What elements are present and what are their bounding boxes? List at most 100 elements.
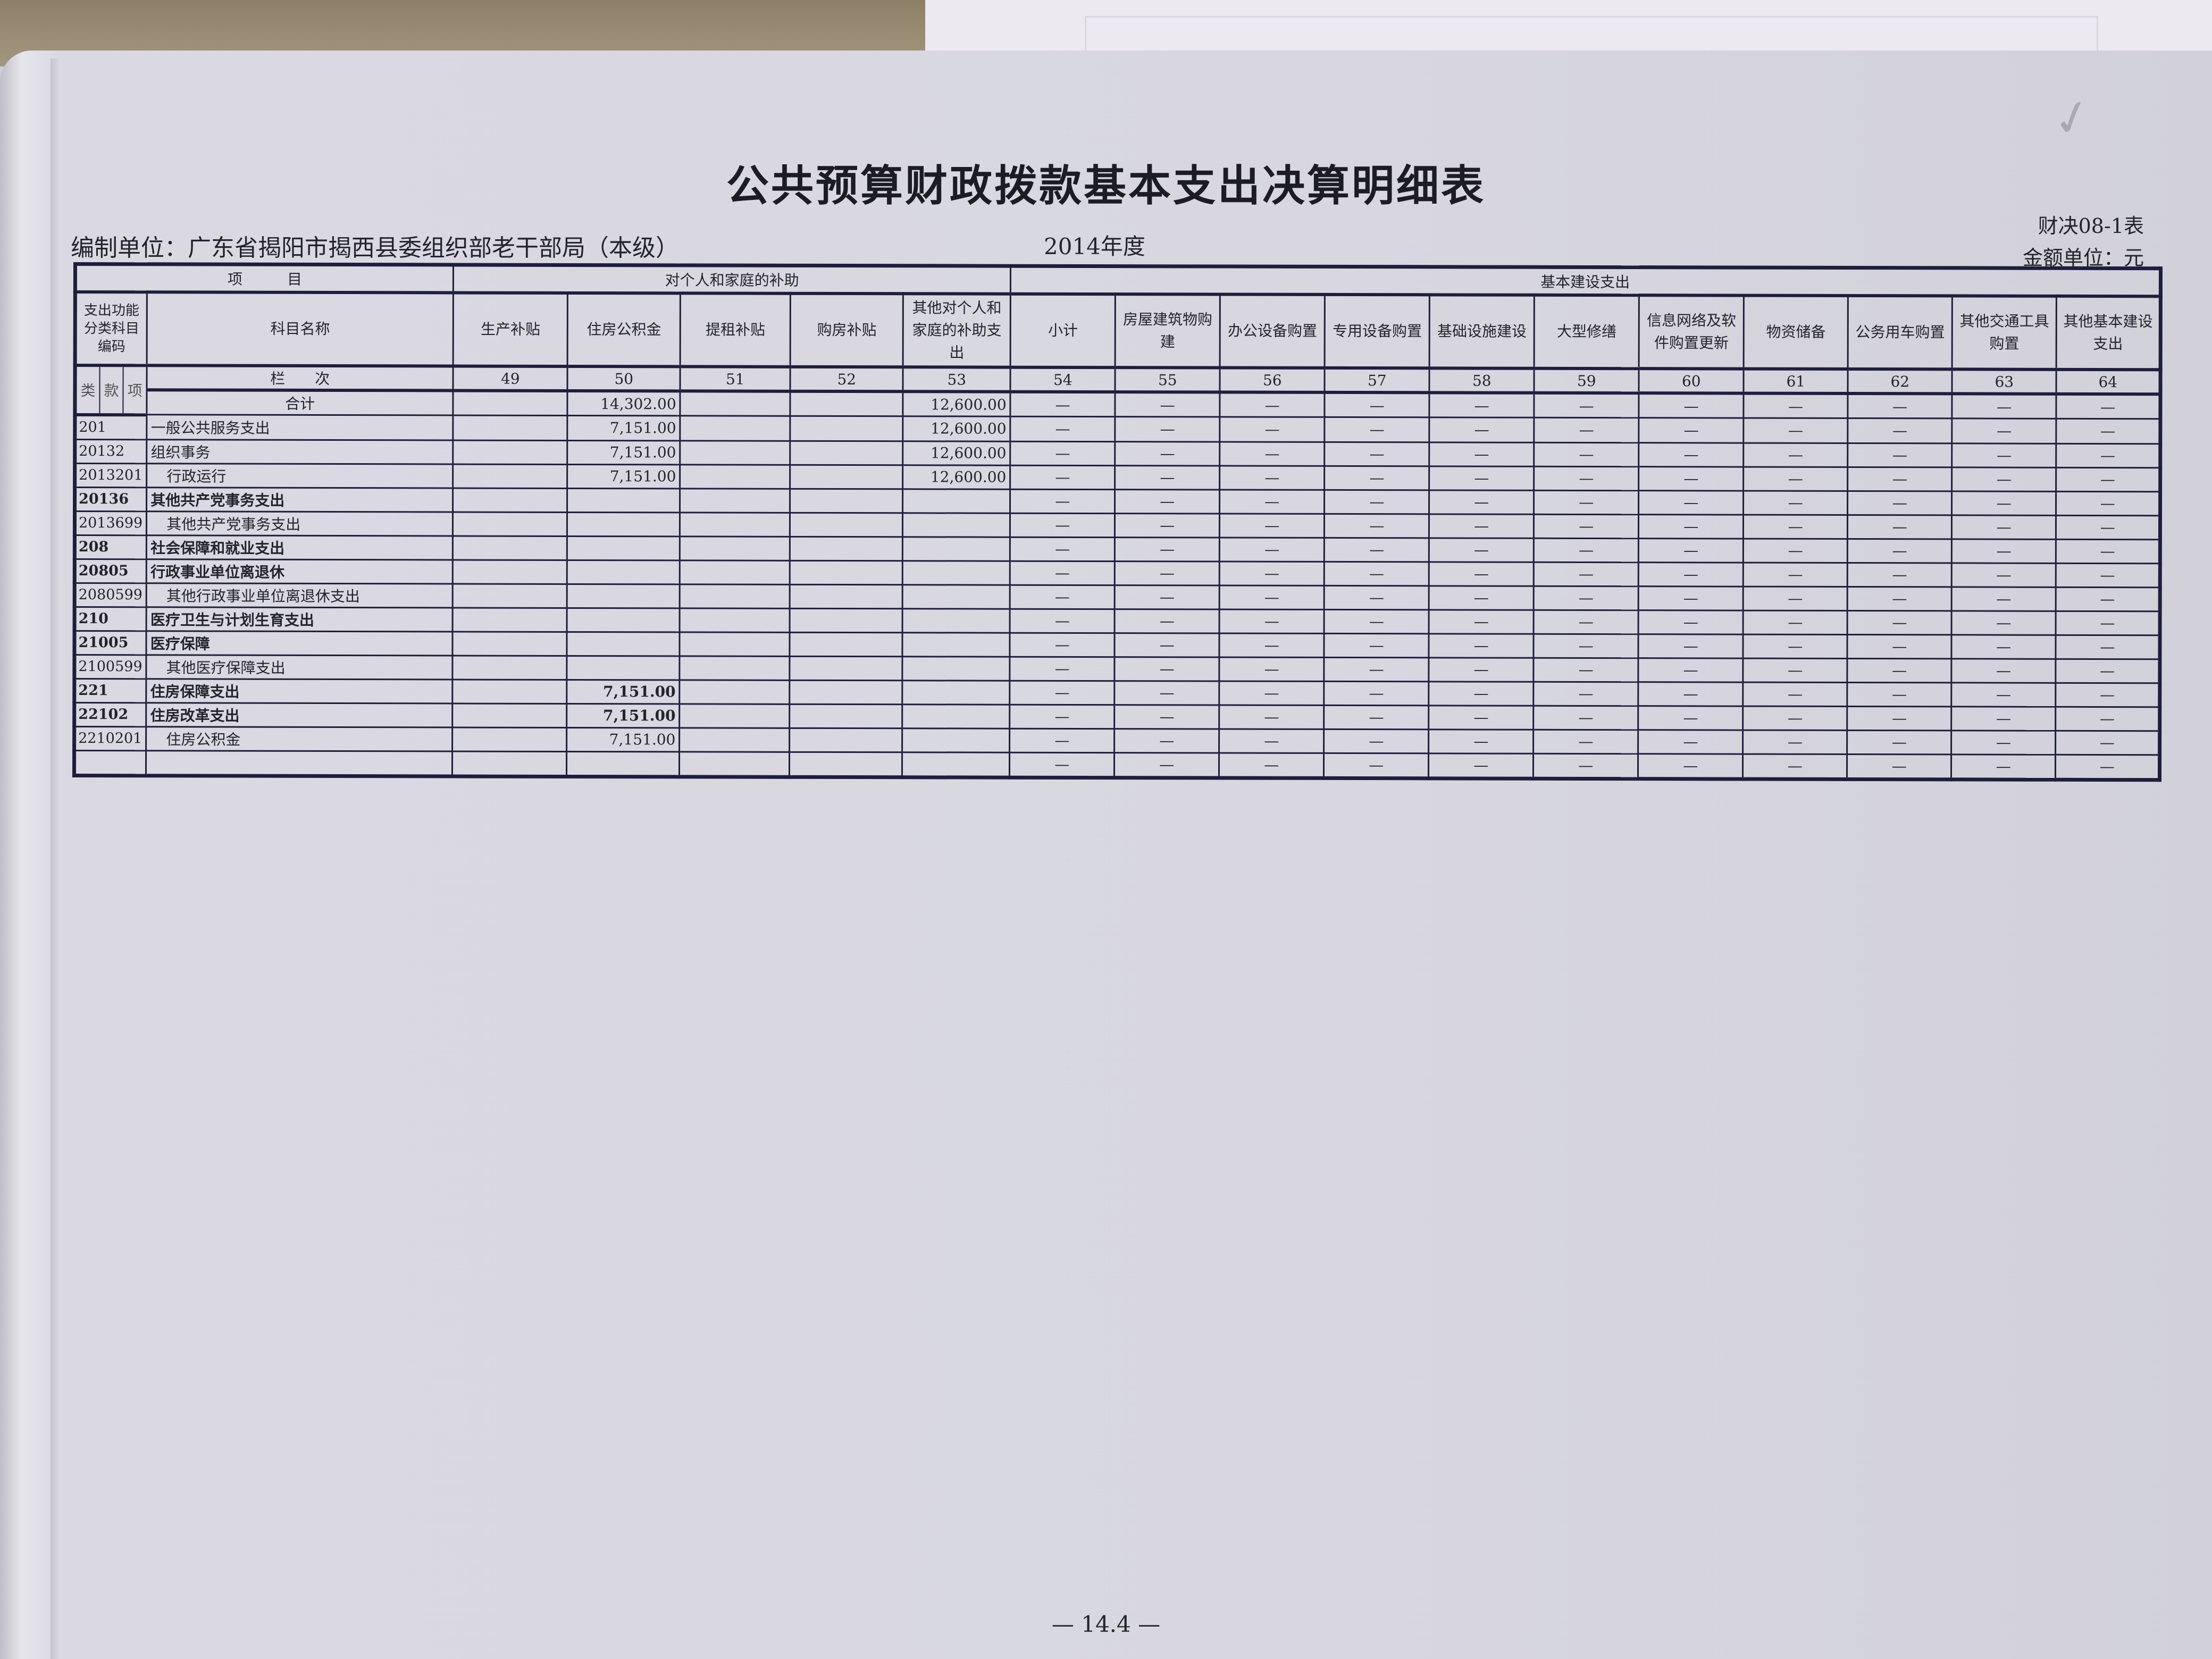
dash-cell: — — [1010, 632, 1115, 657]
column-header: 生产补贴 — [453, 292, 568, 366]
dash-cell: — — [1743, 586, 1848, 610]
dash-cell: — — [1219, 705, 1325, 729]
dash-cell: — — [1010, 537, 1115, 562]
row-name: 住房改革支出 — [146, 702, 453, 727]
dash-cell: — — [1951, 443, 2057, 467]
dash-cell: — — [1324, 441, 1430, 466]
column-number: 61 — [1744, 368, 1848, 393]
dash-cell: — — [2056, 586, 2160, 611]
total-value — [680, 391, 791, 416]
dash-cell: — — [2056, 418, 2161, 444]
row-value — [680, 488, 790, 513]
dash-cell: — — [1115, 561, 1220, 585]
dash-cell: — — [2055, 730, 2160, 755]
row-value: 12,600.00 — [902, 465, 1010, 489]
dash-cell: — — [1534, 392, 1639, 418]
dash-cell: — — [1010, 560, 1115, 585]
dash-cell: — — [1951, 634, 2056, 659]
row-name: 其他行政事业单位离退休支出 — [146, 583, 453, 608]
row-value — [453, 488, 567, 512]
dash-cell: — — [1010, 680, 1115, 705]
dash-cell: — — [1009, 728, 1115, 753]
total-value: 12,600.00 — [903, 391, 1011, 417]
dash-cell: — — [1639, 417, 1744, 443]
dash-cell: — — [1010, 584, 1115, 609]
row-value — [680, 536, 790, 560]
row-value — [680, 560, 790, 584]
dash-cell: — — [2055, 706, 2160, 731]
row-name: 组织事务 — [146, 439, 454, 464]
dash-cell: — — [1115, 513, 1220, 538]
row-value: 7,151.00 — [567, 440, 681, 465]
row-value — [567, 559, 680, 584]
dash-cell: — — [1743, 538, 1848, 563]
row-value — [453, 655, 567, 680]
dash-cell: — — [1010, 656, 1115, 681]
dash-cell: — — [2056, 539, 2160, 564]
dash-cell: — — [1114, 705, 1220, 729]
personal-subsidy-group-header: 对个人和家庭的补助 — [453, 264, 1011, 294]
row-value — [790, 464, 903, 489]
dash-cell: — — [1743, 682, 1848, 706]
row-value — [680, 415, 791, 441]
dash-cell: — — [1429, 681, 1534, 706]
dash-cell: — — [1429, 466, 1534, 490]
dash-cell: — — [1533, 753, 1638, 779]
table-row: 22102 住房改革支出 7,151.00— — — — — — — — — — — — [74, 702, 2160, 731]
dash-cell: — — [1324, 537, 1429, 562]
column-number: 55 — [1115, 367, 1220, 392]
dash-cell: — — [2056, 682, 2160, 707]
dash-cell: — — [1115, 489, 1220, 514]
dash-cell: — — [1743, 658, 1848, 682]
row-value — [680, 440, 791, 465]
dash-cell: — — [1429, 392, 1535, 418]
row-value — [680, 680, 790, 704]
row-value — [790, 512, 903, 537]
row-value — [790, 440, 903, 465]
dash-cell: — — [1009, 704, 1115, 729]
dash-cell: — — [1114, 728, 1219, 753]
dash-cell: — — [1638, 538, 1744, 563]
dash-cell: — — [1847, 562, 1952, 587]
dash-cell: — — [1323, 752, 1429, 778]
row-value: 7,151.00 — [566, 727, 680, 752]
row-value — [902, 728, 1010, 752]
dash-cell: — — [1847, 466, 1952, 491]
dash-cell: — — [1429, 514, 1534, 538]
row-value — [902, 513, 1010, 537]
dash-cell: — — [1115, 465, 1220, 490]
column-header: 大型修缮 — [1534, 295, 1639, 369]
row-value — [453, 607, 567, 632]
dash-cell: — — [1743, 562, 1848, 586]
dash-cell: — — [1638, 682, 1744, 706]
dash-cell: — — [1115, 609, 1220, 633]
dash-cell: — — [1428, 705, 1534, 730]
row-value — [453, 464, 567, 488]
table-row: 2210201 住房公积金 7,151.00— — — — — — — — — — — — [74, 726, 2160, 755]
dash-cell: — — [1219, 513, 1325, 538]
sub-code-item: 项 — [127, 382, 143, 400]
column-number: 58 — [1429, 368, 1535, 393]
row-value — [902, 752, 1010, 777]
table-row: — — — — — — — — — — — — [74, 750, 2160, 780]
row-code: 20136 — [74, 487, 147, 512]
dash-cell: — — [1847, 730, 1951, 755]
dash-cell: — — [2056, 393, 2161, 419]
row-value — [679, 751, 790, 777]
dash-cell: — — [1429, 633, 1534, 658]
dash-cell: — — [1847, 753, 1951, 780]
dash-cell: — — [1743, 466, 1848, 491]
column-header: 其他对个人和家庭的补助支出 — [903, 294, 1011, 367]
row-name: 社会保障和就业支出 — [146, 535, 453, 560]
dash-cell: — — [1219, 537, 1325, 562]
dash-cell: — — [1951, 754, 2056, 780]
column-header: 其他交通工具购置 — [1952, 296, 2057, 370]
dash-cell: — — [1534, 490, 1639, 515]
table-row: 2100599 其他医疗保障支出 — — — — — — — — — — — — [74, 655, 2160, 683]
column-header: 提租补贴 — [680, 293, 791, 367]
dash-cell: — — [1534, 417, 1639, 443]
row-value — [789, 703, 903, 728]
total-label: 合计 — [147, 390, 454, 415]
row-value — [680, 464, 790, 489]
row-name: 其他共产党事务支出 — [146, 511, 453, 536]
